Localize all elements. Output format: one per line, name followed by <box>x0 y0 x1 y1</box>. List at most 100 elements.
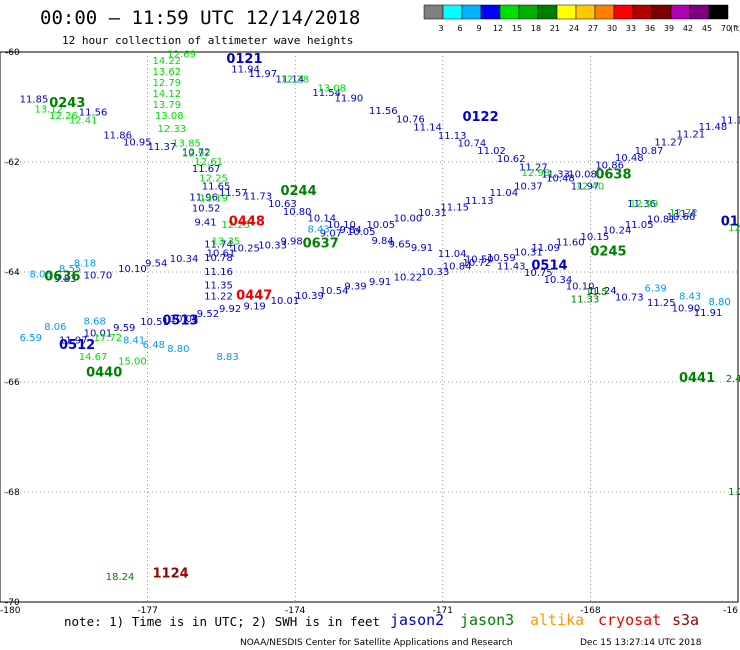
data-point-label: 13.85 <box>172 139 201 150</box>
data-point-label: 10.75 <box>524 268 553 279</box>
data-point-label: 14.67 <box>79 352 108 363</box>
data-point-label: 12.28 <box>280 74 309 85</box>
data-point-label: 9.59 <box>113 323 135 334</box>
colorbar-swatch <box>423 4 444 20</box>
data-point-label: 14.12 <box>153 89 182 100</box>
data-point-label: 10.05 <box>170 314 199 325</box>
data-point-label: 9.52 <box>197 309 219 320</box>
colorbar-label: 21 <box>550 24 560 33</box>
colorbar-swatch <box>670 4 691 20</box>
pass-time-label: 0441 <box>679 371 715 386</box>
data-point-label: 11.97 <box>248 69 277 80</box>
colorbar-swatch <box>651 4 672 20</box>
data-point-label: 2.41 <box>726 374 740 385</box>
data-point-label: 11.56 <box>369 106 398 117</box>
colorbar-label: 12 <box>493 24 503 33</box>
data-point-label: 10.70 <box>84 271 113 282</box>
data-point-label: 12.61 <box>194 157 223 168</box>
x-tick-label: -174 <box>285 606 306 616</box>
x-tick-label: -171 <box>433 606 453 616</box>
colorbar-swatch <box>708 4 729 20</box>
data-point-label: 9.92 <box>219 304 241 315</box>
data-point-label: 10.33 <box>258 240 287 251</box>
colorbar-label: 3 <box>438 24 443 33</box>
data-point-label: 9.41 <box>194 217 216 228</box>
data-point-label: 11.27 <box>519 162 548 173</box>
data-point-label: 11.13 <box>465 196 494 207</box>
data-point-label: 11.4 <box>674 209 696 220</box>
data-point-label: 13.79 <box>153 100 182 111</box>
colorbar-swatch <box>461 4 482 20</box>
colorbar-label: 70 <box>721 24 731 33</box>
data-point-label: 10.90 <box>672 304 701 315</box>
data-point-label: 10.54 <box>320 286 349 297</box>
data-point-label: 9.91 <box>411 243 433 254</box>
colorbar-swatch <box>499 4 520 20</box>
colorbar-swatch <box>689 4 710 20</box>
data-point-label: 11.86 <box>103 130 132 141</box>
pass-time-label: 0512 <box>59 338 95 353</box>
colorbar-label: 33 <box>626 24 636 33</box>
data-point-label: 11.13 <box>721 116 740 127</box>
data-point-label: 11.36 <box>627 199 656 210</box>
data-point-label: 12.25 <box>221 220 250 231</box>
data-point-label: 12.79 <box>153 78 182 89</box>
data-point-label: 10.25 <box>231 244 260 255</box>
data-point-label: 8.41 <box>123 336 145 347</box>
data-point-label: 11.37 <box>148 142 177 153</box>
data-point-label: 10.05 <box>347 227 376 238</box>
data-point-label: 11.13 <box>438 131 467 142</box>
data-point-label: 8.06 <box>44 322 66 333</box>
chart-title: 00:00 – 11:59 UTC 12/14/2018 <box>40 7 360 29</box>
y-tick-label: -64 <box>5 268 20 278</box>
data-point-label: 10.34 <box>170 254 199 265</box>
pass-time-labels: 0121 0243 0122 0244 0448 0638 0123 0637 0636 0447… <box>44 52 740 581</box>
data-point-label: 12.25 <box>199 173 228 184</box>
colorbar-swatch <box>442 4 463 20</box>
data-point-label: 10.48 <box>615 153 644 164</box>
data-point-label: 11.97 <box>59 336 88 347</box>
data-point-label: 10.80 <box>283 207 312 218</box>
data-point-label: 6.59 <box>20 333 42 344</box>
data-point-label: 10.52 <box>192 204 221 215</box>
data-point-label: 10.51 <box>140 317 169 328</box>
colorbar-label: 39 <box>664 24 674 33</box>
x-tick-label: -177 <box>137 606 157 616</box>
data-point-label: 8.68 <box>84 316 106 327</box>
data-point-label: 11.33 <box>571 294 600 305</box>
data-point-label: 10.78 <box>204 253 233 264</box>
data-point-label: 10.31 <box>418 208 447 219</box>
data-point-label: 10.01 <box>271 296 300 307</box>
data-point-label: 6.39 <box>645 283 667 294</box>
data-point-label: 11.21 <box>677 129 706 140</box>
pass-time-label: 1124 <box>153 566 189 581</box>
data-point-label: 13.19 <box>199 194 228 205</box>
grid-lines <box>0 52 738 602</box>
data-point-label: 12.46 <box>728 223 740 234</box>
data-point-label: 10.73 <box>615 293 644 304</box>
data-point-label: 9.98 <box>280 237 302 248</box>
axis-ticks: -60 -62 -64 -66 -68 -70-180 -177 -174 -171 -168 -1… <box>0 48 738 616</box>
legend-cryosat: cryosat <box>598 611 661 629</box>
data-point-label: 17.72 <box>93 333 122 344</box>
data-point-label: 10.87 <box>635 146 664 157</box>
colorbar-swatch <box>632 4 653 20</box>
data-point-label: 10.62 <box>497 154 526 165</box>
data-point-label: 11.33 <box>541 169 570 180</box>
data-point-label: 11.85 <box>20 95 49 106</box>
data-point-label: 9.19 <box>244 301 266 312</box>
data-point-label: 8.43 <box>308 224 330 235</box>
pass-time-label: 0638 <box>595 168 631 183</box>
data-point-label: 9.07 <box>320 228 342 239</box>
data-point-label: 9.65 <box>389 239 411 250</box>
data-point-label: 11.96 <box>189 193 218 204</box>
data-point-label: 10.08 <box>568 169 597 180</box>
data-point-label: 10.39 <box>295 291 324 302</box>
colorbar-swatch <box>537 4 558 20</box>
data-point-label: 6.48 <box>143 340 165 351</box>
data-point-label: 10.48 <box>546 173 575 184</box>
pass-time-label: 0121 <box>226 52 262 67</box>
data-point-label: 11.57 <box>219 188 248 199</box>
data-point-label: 1.22 <box>728 487 740 498</box>
x-tick-label: -168 <box>580 606 601 616</box>
